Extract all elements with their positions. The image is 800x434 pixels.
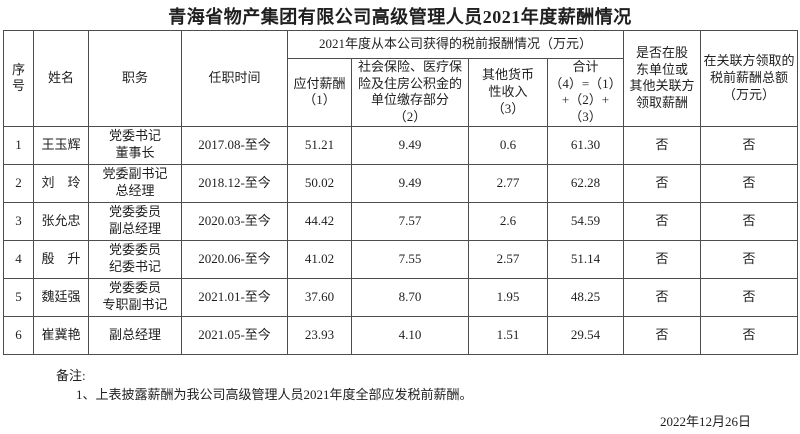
- header-shareholder: 是否在股 东单位或 其他关联方 领取薪酬: [623, 30, 702, 127]
- cell-position: 党委委员 纪委书记: [88, 239, 182, 279]
- cell-related: 否: [700, 239, 799, 279]
- cell-shareholder: 否: [623, 201, 702, 241]
- header-social: 社会保险、医疗保 险及住房公积金的 单位缴存部分 （2）: [351, 58, 469, 127]
- cell-shareholder: 否: [623, 125, 702, 165]
- table-body: 1 王玉辉 党委书记 董事长 2017.08-至今 51.21 9.49 0.6…: [3, 125, 799, 355]
- cell-name: 刘 玲: [33, 163, 89, 203]
- cell-total: 61.30: [546, 125, 625, 165]
- page-title: 青海省物产集团有限公司高级管理人员2021年度薪酬情况: [168, 7, 632, 27]
- cell-name: 张允忠: [33, 201, 89, 241]
- cell-tenure: 2020.03-至今: [181, 201, 288, 241]
- notes-item-1: 1、上表披露薪酬为我公司高级管理人员2021年度全部应发税前薪酬。: [76, 387, 473, 402]
- cell-tenure: 2021.05-至今: [181, 315, 288, 355]
- header-related: 在关联方领取的 税前薪酬总额 （万元）: [700, 30, 799, 127]
- cell-payable: 37.60: [287, 277, 352, 317]
- cell-social: 9.49: [351, 163, 469, 203]
- cell-total: 29.54: [546, 315, 625, 355]
- document-date: 2022年12月26日: [660, 414, 752, 429]
- header-row-top: 序 号 姓名 职务 任职时间 2021年度从本公司获得的税前报酬情况（万元） 是…: [3, 30, 799, 127]
- cell-related: 否: [700, 201, 799, 241]
- cell-related: 否: [700, 125, 799, 165]
- cell-tenure: 2021.01-至今: [181, 277, 288, 317]
- table-row: 5 魏廷强 党委委员 专职副书记 2021.01-至今 37.60 8.70 1…: [3, 277, 799, 317]
- cell-seq: 3: [3, 201, 34, 241]
- header-payable: 应付薪酬 （1）: [287, 58, 352, 127]
- table-row: 4 殷 升 党委委员 纪委书记 2020.06-至今 41.02 7.55 2.…: [3, 239, 799, 279]
- header-name: 姓名: [33, 30, 89, 127]
- cell-shareholder: 否: [623, 239, 702, 279]
- cell-seq: 4: [3, 239, 34, 279]
- notes-label: 备注:: [56, 368, 86, 383]
- cell-shareholder: 否: [623, 163, 702, 203]
- table-row: 1 王玉辉 党委书记 董事长 2017.08-至今 51.21 9.49 0.6…: [3, 125, 799, 165]
- cell-social: 7.57: [351, 201, 469, 241]
- cell-name: 王玉辉: [33, 125, 89, 165]
- header-row-sub: 应付薪酬 （1） 社会保险、医疗保 险及住房公积金的 单位缴存部分 （2） 其他…: [4, 58, 798, 127]
- salary-table: 序 号 姓名 职务 任职时间 2021年度从本公司获得的税前报酬情况（万元） 是…: [3, 30, 799, 355]
- cell-seq: 2: [3, 163, 34, 203]
- cell-shareholder: 否: [623, 315, 702, 355]
- cell-related: 否: [700, 315, 799, 355]
- cell-payable: 51.21: [287, 125, 352, 165]
- cell-tenure: 2020.06-至今: [181, 239, 288, 279]
- cell-related: 否: [700, 277, 799, 317]
- cell-total: 54.59: [546, 201, 625, 241]
- cell-tenure: 2018.12-至今: [181, 163, 288, 203]
- cell-other: 2.77: [468, 163, 548, 203]
- cell-position: 党委委员 副总经理: [88, 201, 182, 241]
- cell-related: 否: [700, 163, 799, 203]
- cell-other: 2.6: [468, 201, 548, 241]
- cell-name: 魏廷强: [33, 277, 89, 317]
- header-tenure: 任职时间: [181, 30, 288, 127]
- cell-social: 4.10: [351, 315, 469, 355]
- cell-tenure: 2017.08-至今: [181, 125, 288, 165]
- header-position: 职务: [88, 30, 182, 127]
- cell-position: 党委委员 专职副书记: [88, 277, 182, 317]
- cell-payable: 41.02: [287, 239, 352, 279]
- cell-other: 0.6: [468, 125, 548, 165]
- cell-social: 7.55: [351, 239, 469, 279]
- cell-position: 副总经理: [88, 315, 182, 355]
- cell-social: 8.70: [351, 277, 469, 317]
- cell-total: 62.28: [546, 163, 625, 203]
- cell-shareholder: 否: [623, 277, 702, 317]
- header-other: 其他货币 性收入 （3）: [468, 58, 548, 127]
- cell-name: 崔冀艳: [33, 315, 89, 355]
- table-header: 序 号 姓名 职务 任职时间 2021年度从本公司获得的税前报酬情况（万元） 是…: [3, 30, 799, 127]
- cell-other: 1.51: [468, 315, 548, 355]
- cell-seq: 1: [3, 125, 34, 165]
- cell-seq: 6: [3, 315, 34, 355]
- table-row: 2 刘 玲 党委副书记 总经理 2018.12-至今 50.02 9.49 2.…: [3, 163, 799, 203]
- cell-total: 51.14: [546, 239, 625, 279]
- header-total: 合计 （4）=（1） +（2）+ （3）: [546, 58, 625, 127]
- cell-payable: 23.93: [287, 315, 352, 355]
- cell-other: 1.95: [468, 277, 548, 317]
- cell-seq: 5: [3, 277, 34, 317]
- cell-position: 党委书记 董事长: [88, 125, 182, 165]
- table-row: 3 张允忠 党委委员 副总经理 2020.03-至今 44.42 7.57 2.…: [3, 201, 799, 241]
- header-seq: 序 号: [3, 30, 34, 127]
- cell-total: 48.25: [546, 277, 625, 317]
- cell-payable: 50.02: [287, 163, 352, 203]
- cell-name: 殷 升: [33, 239, 89, 279]
- cell-other: 2.57: [468, 239, 548, 279]
- header-comp-group: 2021年度从本公司获得的税前报酬情况（万元）: [286, 30, 625, 59]
- cell-payable: 44.42: [287, 201, 352, 241]
- cell-social: 9.49: [351, 125, 469, 165]
- cell-position: 党委副书记 总经理: [88, 163, 182, 203]
- table-row: 6 崔冀艳 副总经理 2021.05-至今 23.93 4.10 1.51 29…: [3, 315, 799, 355]
